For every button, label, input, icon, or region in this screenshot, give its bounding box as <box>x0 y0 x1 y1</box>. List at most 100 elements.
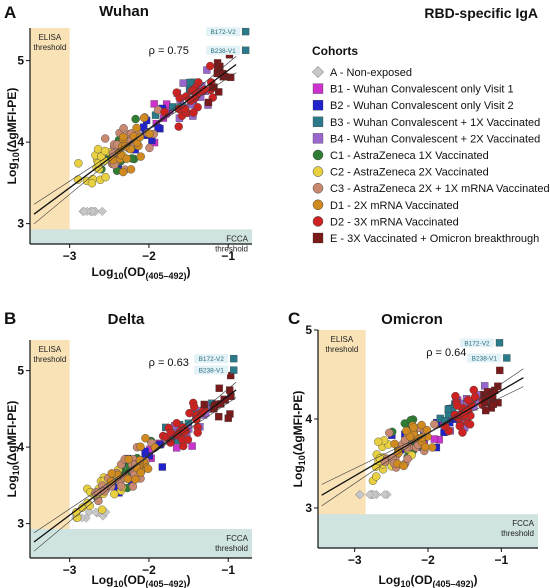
legend: Cohorts A - Non-exposed B1 - Wuhan Conval… <box>311 44 550 245</box>
point-label: B172-V2 <box>199 356 225 363</box>
panel-label: A <box>4 3 16 22</box>
data-point <box>174 122 183 131</box>
data-point <box>465 420 475 429</box>
legend-marker <box>312 232 324 244</box>
data-point <box>402 426 411 436</box>
data-point <box>373 437 383 446</box>
legend-label: C2 - AstraZeneca 2X Vaccinated <box>330 167 489 179</box>
elisa-threshold-band <box>30 340 70 558</box>
data-point <box>189 402 199 412</box>
data-point <box>139 113 149 122</box>
x-axis-label: Log10(OD(405–492)) <box>91 265 190 281</box>
data-point <box>101 134 110 143</box>
point-label: B238-V1 <box>472 355 498 362</box>
data-point <box>119 124 128 133</box>
data-point <box>399 461 408 471</box>
x-tick-label: −1 <box>221 563 235 577</box>
data-point <box>84 507 94 517</box>
y-tick-label: 3 <box>17 217 24 231</box>
data-point <box>87 206 97 216</box>
panel-label: B <box>4 309 16 328</box>
y-tick-label: 5 <box>17 54 24 68</box>
fcca-threshold-label: FCCA <box>226 534 248 543</box>
data-point <box>110 489 119 499</box>
legend-item: B1 - Wuhan Convalescent only Visit 1 <box>312 83 514 96</box>
point-label: B172-V2 <box>210 29 236 36</box>
elisa-threshold-label: threshold <box>33 43 66 52</box>
data-point <box>172 419 181 428</box>
legend-marker <box>312 149 324 161</box>
data-point <box>135 455 145 465</box>
y-tick-label: 3 <box>17 517 24 531</box>
data-point <box>143 464 153 473</box>
elisa-threshold-label: threshold <box>325 345 358 354</box>
data-point <box>226 386 234 394</box>
data-point <box>74 159 83 168</box>
panel-title: Wuhan <box>99 3 149 20</box>
data-point <box>219 69 227 78</box>
data-point <box>154 124 162 132</box>
legend-marker <box>312 182 324 194</box>
data-point <box>87 179 97 188</box>
data-point <box>189 108 198 117</box>
data-point <box>141 447 149 455</box>
point-label: B238-V1 <box>199 368 225 375</box>
confidence-band-line <box>321 386 524 485</box>
x-tick-label: −2 <box>142 563 156 577</box>
y-axis-label: Log10(ΔgMFI-PE) <box>291 391 307 488</box>
data-point <box>172 444 181 452</box>
data-point <box>205 61 215 71</box>
data-point <box>428 443 437 452</box>
x-tick-label: −3 <box>63 563 77 577</box>
data-point <box>141 434 150 443</box>
data-point <box>422 425 432 435</box>
data-point <box>189 86 198 95</box>
legend-marker <box>312 116 324 127</box>
data-point <box>458 428 467 437</box>
legend-item: C3 - AstraZeneca 2X + 1X mRNA Vaccinated <box>312 182 550 195</box>
fcca-threshold-label: FCCA <box>512 519 534 528</box>
fit-line <box>321 377 524 496</box>
data-point <box>124 455 133 464</box>
data-point <box>215 88 223 96</box>
data-point <box>209 83 217 92</box>
data-point <box>380 490 390 500</box>
data-point <box>417 420 426 430</box>
data-point <box>128 482 138 491</box>
x-tick-label: −3 <box>63 249 77 263</box>
data-point <box>227 73 235 82</box>
point-label-box <box>206 45 241 55</box>
data-point <box>421 442 430 452</box>
point-label: B238-V1 <box>210 48 236 55</box>
legend-label: C3 - AstraZeneca 2X + 1X mRNA Vaccinated <box>330 183 550 195</box>
data-point <box>101 172 110 182</box>
confidence-band-line <box>33 56 237 225</box>
y-tick-label: 5 <box>17 364 24 378</box>
scatter-points <box>73 51 235 216</box>
elisa-threshold-band <box>30 28 70 244</box>
legend-label: B4 - Wuhan Convalescent + 2X Vaccinated <box>330 133 540 145</box>
data-point <box>198 407 207 416</box>
panel-label: C <box>288 309 300 328</box>
data-point <box>158 463 167 471</box>
legend-label: D1 - 2X mRNA Vaccinated <box>330 200 459 212</box>
confidence-band-line <box>33 72 237 205</box>
data-point <box>145 129 154 138</box>
fcca-threshold-band <box>318 514 538 548</box>
data-point <box>79 206 89 216</box>
legend-item: E - 3X Vaccinated + Omicron breakthrough <box>312 232 539 245</box>
panel-title: Omicron <box>381 311 443 328</box>
data-point <box>179 79 187 87</box>
data-point <box>136 152 145 161</box>
data-point <box>241 27 250 36</box>
x-axis-label: Log10(OD(405–492)) <box>91 573 190 588</box>
data-point <box>204 98 213 107</box>
data-point <box>215 413 223 421</box>
figure-title: RBD-specific IgA <box>424 5 538 21</box>
x-tick-label: −1 <box>221 249 235 263</box>
data-point <box>230 354 238 363</box>
x-tick-label: −2 <box>421 553 435 567</box>
data-point <box>224 414 232 422</box>
data-point <box>93 144 103 154</box>
